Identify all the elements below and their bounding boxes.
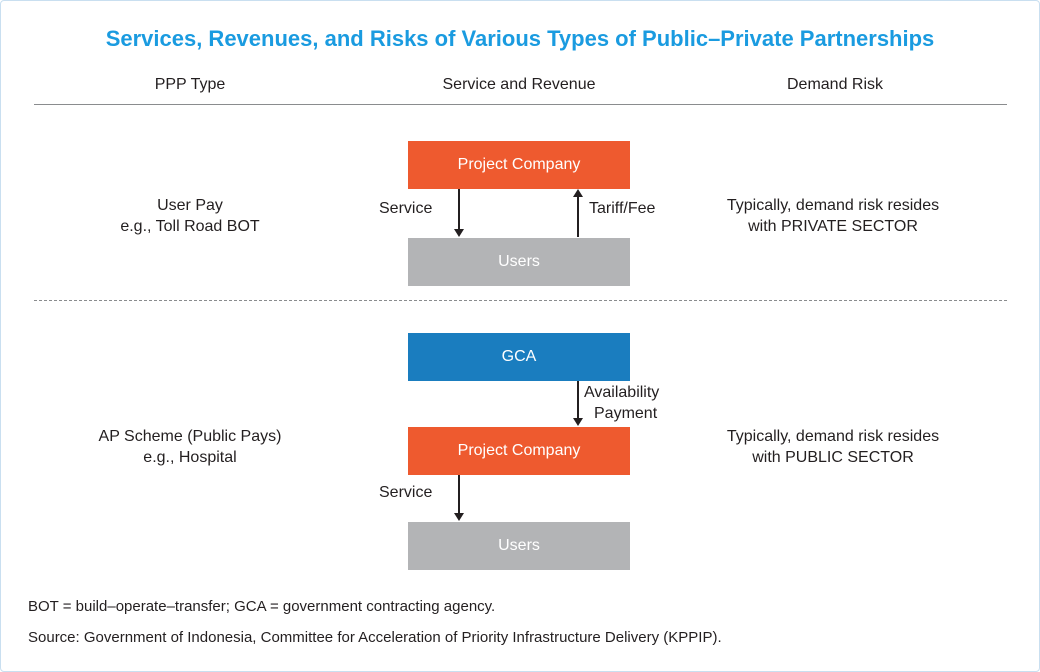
- header-demand-risk: Demand Risk: [786, 76, 884, 93]
- row1-type-example: e.g., Toll Road BOT: [120, 218, 260, 235]
- row2-payment-line1: Availability: [584, 384, 660, 401]
- row2-risk-line1: Typically, demand risk resides: [726, 428, 940, 445]
- row1-tariff-arrow: [573, 189, 583, 237]
- row1-type-name: User Pay: [157, 197, 223, 214]
- row1-service-label: Service: [379, 200, 433, 217]
- row2-ppp-type: AP Scheme (Public Pays) e.g., Hospital: [70, 426, 310, 468]
- figure-title: Services, Revenues, and Risks of Various…: [105, 26, 935, 51]
- row1-demand-risk: Typically, demand risk resides with PRIV…: [700, 195, 966, 237]
- row2-payment-line2: Payment: [594, 405, 658, 422]
- header-service-revenue: Service and Revenue: [442, 76, 596, 93]
- row2-service-arrow: [454, 475, 464, 521]
- row2-demand-risk: Typically, demand risk resides with PUBL…: [700, 426, 966, 468]
- header-divider: [34, 104, 1007, 105]
- header-ppp-type: PPP Type: [154, 76, 226, 93]
- source-note: Source: Government of Indonesia, Committ…: [28, 629, 722, 646]
- row2-users-box: Users: [408, 522, 630, 570]
- row2-payment-arrow: [573, 381, 583, 426]
- row1-tariff-fee-label: Tariff/Fee: [589, 200, 656, 217]
- row1-project-company-box: Project Company: [408, 141, 630, 189]
- row2-type-name: AP Scheme (Public Pays): [98, 428, 282, 445]
- row1-risk-line1: Typically, demand risk resides: [726, 197, 940, 214]
- row2-risk-line2: with PUBLIC SECTOR: [752, 449, 914, 466]
- row2-availability-payment-label: Availability Payment: [584, 382, 659, 424]
- row2-project-company-box: Project Company: [408, 427, 630, 475]
- row1-users-box: Users: [408, 238, 630, 286]
- row1-service-arrow: [454, 189, 464, 237]
- row2-service-label: Service: [379, 484, 433, 501]
- row-divider: [34, 300, 1007, 301]
- row1-risk-line2: with PRIVATE SECTOR: [748, 218, 918, 235]
- footnote: BOT = build–operate–transfer; GCA = gove…: [28, 598, 496, 615]
- row1-ppp-type: User Pay e.g., Toll Road BOT: [70, 195, 310, 237]
- row2-gca-box: GCA: [408, 333, 630, 381]
- row2-type-example: e.g., Hospital: [143, 449, 237, 466]
